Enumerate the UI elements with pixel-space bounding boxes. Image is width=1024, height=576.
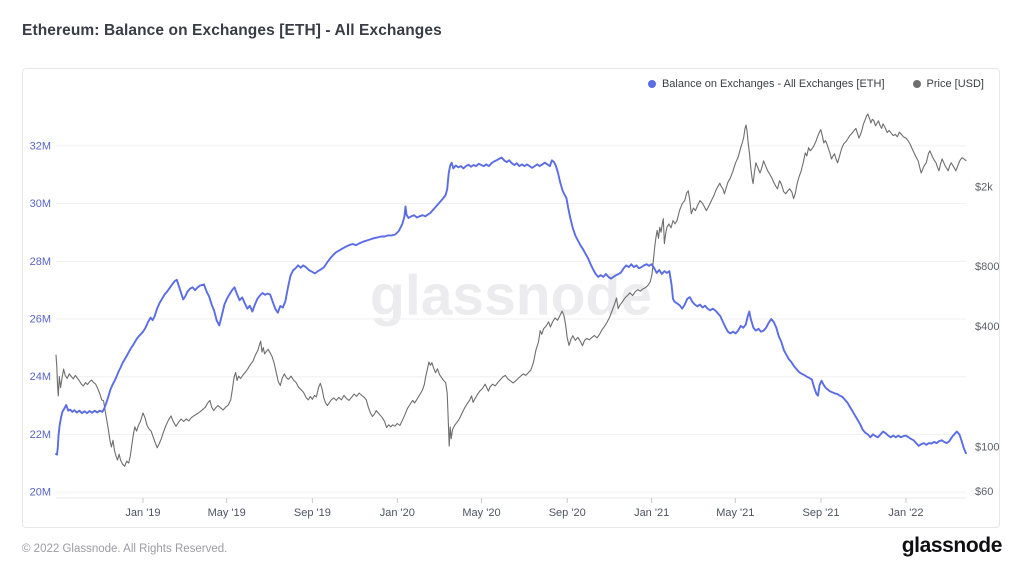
- chart-card: Balance on Exchanges - All Exchanges [ET…: [22, 68, 1000, 528]
- y-right-tick-$100: $100: [975, 441, 999, 453]
- x-tick-Jan '20: Jan '20: [380, 507, 415, 519]
- y-right-tick-$400: $400: [975, 321, 999, 333]
- x-tick-Sep '21: Sep '21: [803, 507, 840, 519]
- x-tick-Jan '21: Jan '21: [634, 507, 669, 519]
- y-right-tick-$2k: $2k: [975, 181, 993, 193]
- x-tick-Sep '20: Sep '20: [549, 507, 586, 519]
- y-left-tick-30M: 30M: [30, 198, 51, 210]
- y-left-tick-32M: 32M: [30, 140, 51, 152]
- chart-legend: Balance on Exchanges - All Exchanges [ET…: [647, 78, 984, 90]
- x-tick-May '21: May '21: [716, 507, 754, 519]
- legend-item-balance[interactable]: Balance on Exchanges - All Exchanges [ET…: [647, 78, 885, 90]
- x-tick-May '20: May '20: [462, 507, 500, 519]
- x-tick-May '19: May '19: [208, 507, 246, 519]
- y-left-tick-24M: 24M: [30, 371, 51, 383]
- balance-series-dot-icon: [647, 80, 656, 88]
- legend-label-price: Price [USD]: [926, 78, 984, 90]
- y-left-tick-28M: 28M: [30, 256, 51, 268]
- x-tick-Sep '19: Sep '19: [294, 507, 331, 519]
- x-tick-Jan '19: Jan '19: [125, 507, 160, 519]
- series-line-balance: [55, 156, 967, 456]
- y-left-tick-22M: 22M: [30, 429, 51, 441]
- series-line-price: [55, 113, 967, 467]
- y-right-tick-$60: $60: [975, 486, 993, 498]
- y-left-tick-26M: 26M: [30, 314, 51, 326]
- x-tick-Jan '22: Jan '22: [888, 507, 923, 519]
- chart-canvas[interactable]: 20M 22M 24M 26M 28M 30M 32M $60 $100 $400 $800 $2k J…: [23, 69, 999, 527]
- page-title: Ethereum: Balance on Exchanges [ETH] - A…: [22, 22, 442, 39]
- y-right-tick-$800: $800: [975, 261, 999, 273]
- price-series-dot-icon: [912, 80, 921, 88]
- y-left-tick-20M: 20M: [30, 487, 51, 499]
- glassnode-logo: glassnode: [901, 534, 1003, 557]
- footer-copyright: © 2022 Glassnode. All Rights Reserved.: [22, 543, 228, 555]
- legend-item-price[interactable]: Price [USD]: [912, 78, 984, 90]
- legend-label-balance: Balance on Exchanges - All Exchanges [ET…: [661, 78, 885, 90]
